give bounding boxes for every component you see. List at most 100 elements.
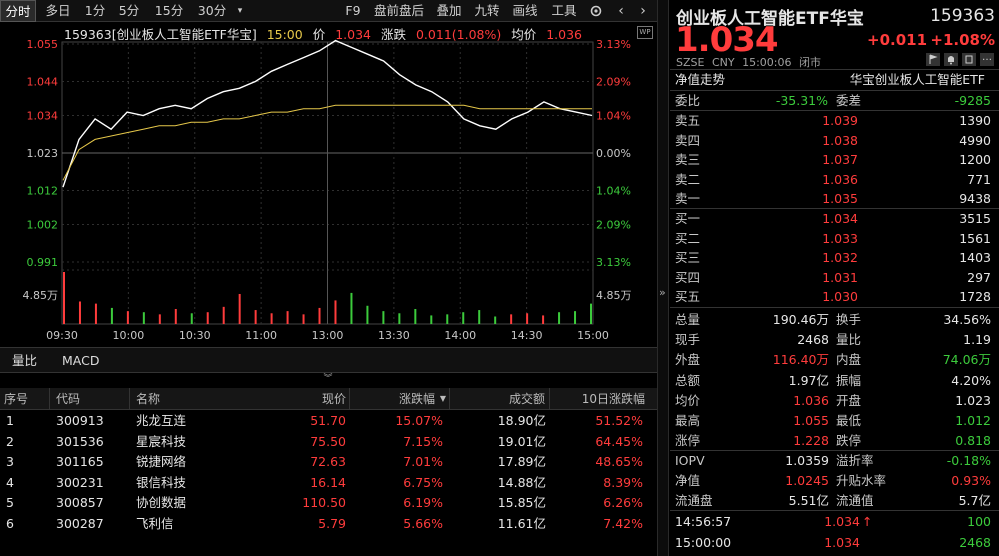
row-price: 5.79	[318, 515, 346, 531]
copy-icon[interactable]	[962, 53, 976, 66]
col-header-change[interactable]: 涨跌幅 ▼	[350, 388, 450, 410]
volume-bar	[510, 314, 513, 324]
x-tick: 10:30	[179, 329, 211, 342]
f9-button[interactable]: F9	[345, 3, 361, 18]
nav-fund-name[interactable]: 华宝创业板人工智能ETF	[849, 72, 985, 87]
row-no: 3	[6, 454, 14, 469]
row-chg10: 6.26%	[603, 495, 643, 510]
row-change: 6.19%	[403, 495, 443, 510]
ask-level[interactable]: 卖四 1.038 4990	[670, 131, 999, 151]
period-toolbar: 分时 多日 1分 5分 15分 30分 ▾ F9 盘前盘后 叠加 九转 画线 工…	[0, 0, 657, 22]
stat-label: 总量	[675, 312, 701, 327]
tab-macd[interactable]: MACD	[62, 353, 100, 368]
ask-level[interactable]: 卖二 1.036 771	[670, 170, 999, 190]
tab-intraday[interactable]: 分时	[0, 0, 36, 22]
info-change-label: 涨跌	[380, 27, 406, 42]
col-header-no[interactable]: 序号	[0, 388, 50, 410]
bid-level[interactable]: 买一 1.034 3515	[670, 209, 999, 229]
collapse-panel-icon[interactable]: »	[659, 286, 666, 299]
table-row[interactable]: 5 300857 协创数据 110.50 6.19% 15.85亿 6.26%	[0, 492, 657, 514]
intraday-chart[interactable]: 1.055 3.13% 1.044 2.09% 1.034 1.04% 1.023 0.00%…	[0, 22, 657, 345]
col-header-price[interactable]: 现价	[321, 392, 346, 406]
pre-post-market-button[interactable]: 盘前盘后	[373, 3, 424, 18]
info-code-name: 159363[创业板人工智能ETF华宝]	[64, 27, 257, 42]
volume-bar	[398, 313, 401, 324]
ask-volume: 1200	[959, 152, 991, 168]
chevron-down-icon[interactable]: ▾	[237, 6, 243, 16]
table-row[interactable]: 2 301536 星宸科技 75.50 7.15% 19.01亿 64.45%	[0, 431, 657, 453]
y-tick-left: 1.044	[27, 75, 59, 88]
tab-multiday[interactable]: 多日	[45, 3, 71, 18]
y-tick-left: 1.055	[27, 38, 59, 51]
nav-label[interactable]: 净值走势	[675, 72, 726, 87]
ask-label: 卖一	[675, 191, 701, 207]
flag-icon[interactable]	[926, 53, 940, 66]
row-chg10: 8.39%	[603, 474, 643, 490]
row-code: 300857	[56, 495, 104, 510]
stat-value: 0.93%	[951, 473, 991, 489]
tab-15min[interactable]: 15分	[154, 3, 184, 18]
table-row[interactable]: 1 300913 兆龙互连 51.70 15.07% 18.90亿 51.52%	[0, 410, 657, 432]
stat-value: 4.20%	[951, 372, 991, 388]
volume-bar	[478, 310, 481, 324]
bell-icon[interactable]	[944, 53, 958, 66]
col-header-name[interactable]: 名称	[130, 388, 350, 410]
row-name: 协创数据	[136, 495, 187, 510]
sort-down-icon: ▼	[439, 394, 446, 403]
volume-bar	[302, 314, 305, 324]
tab-5min[interactable]: 5分	[118, 3, 140, 18]
chevron-right-icon[interactable]: ›	[640, 3, 646, 19]
col-header-code[interactable]: 代码	[50, 388, 130, 410]
more-icon[interactable]: …	[980, 53, 994, 66]
nav-row[interactable]: 净值走势 华宝创业板人工智能ETF	[670, 70, 999, 90]
stat-value: 1.036	[793, 392, 829, 408]
price-line	[62, 39, 593, 188]
row-chg10: 64.45%	[595, 433, 643, 449]
ask-level[interactable]: 卖一 1.035 9438	[670, 189, 999, 209]
market-status: 闭市	[799, 56, 821, 69]
bid-level[interactable]: 买三 1.032 1403	[670, 248, 999, 268]
volume-bar	[174, 308, 177, 324]
volume-max-label-right: 4.85万	[596, 289, 632, 302]
ask-level[interactable]: 卖五 1.039 1390	[670, 111, 999, 131]
ask-price: 1.037	[822, 152, 858, 168]
bid-label: 买四	[675, 269, 701, 285]
trade-tick: 14:56:57 1.034 ↑ 100	[670, 512, 999, 532]
tools-button[interactable]: 工具	[551, 3, 577, 18]
stat-label: 均价	[675, 392, 701, 408]
volume-bar	[462, 312, 465, 324]
col-header-amount[interactable]: 成交额	[450, 388, 550, 410]
tab-1min[interactable]: 1分	[84, 3, 106, 18]
bid-price: 1.031	[822, 269, 858, 285]
stat-label: 升贴水率	[836, 473, 887, 489]
bid-level[interactable]: 买五 1.030 1728	[670, 287, 999, 307]
nine-turn-button[interactable]: 九转	[474, 3, 500, 18]
weibi-row: 委比 -35.31% 委差 -9285	[670, 91, 999, 111]
gear-icon[interactable]	[586, 0, 606, 22]
chart-canvas[interactable]: 1.055 3.13% 1.044 2.09% 1.034 1.04% 1.023 0.00%…	[0, 22, 657, 345]
ask-level[interactable]: 卖三 1.037 1200	[670, 150, 999, 170]
bid-level[interactable]: 买二 1.033 1561	[670, 229, 999, 249]
bid-label: 买一	[675, 211, 701, 226]
draw-line-button[interactable]: 画线	[512, 3, 538, 18]
volume-bar	[238, 293, 241, 324]
row-code: 301536	[56, 433, 104, 449]
table-row[interactable]: 3 301165 锐捷网络 72.63 7.01% 17.89亿 48.65%	[0, 451, 657, 473]
table-row[interactable]: 4 300231 银信科技 16.14 6.75% 14.88亿 8.39%	[0, 472, 657, 494]
ask-price: 1.038	[822, 132, 858, 148]
volume-bar	[446, 314, 449, 324]
col-header-chg10[interactable]: 10日涨跌幅	[550, 388, 657, 410]
chevron-left-icon[interactable]: ‹	[618, 3, 624, 19]
stat-label: 总额	[675, 372, 701, 388]
tab-volume-ratio[interactable]: 量比	[12, 353, 38, 368]
tab-30min[interactable]: 30分	[197, 3, 227, 18]
ask-volume: 4990	[959, 132, 991, 148]
overlay-button[interactable]: 叠加	[436, 3, 462, 18]
table-row[interactable]: 6 300287 飞利信 5.79 5.66% 11.61亿 7.42%	[0, 513, 657, 535]
bid-level[interactable]: 买四 1.031 297	[670, 268, 999, 288]
x-tick: 14:00	[444, 329, 476, 342]
quote-panel: 创业板人工智能ETF华宝 159363 1.034 +0.011 +1.08% …	[670, 0, 999, 556]
stat-label: 现手	[675, 332, 701, 348]
stat-value: 1.012	[955, 413, 991, 428]
double-chevron-down-icon[interactable]: ︾	[323, 374, 333, 384]
